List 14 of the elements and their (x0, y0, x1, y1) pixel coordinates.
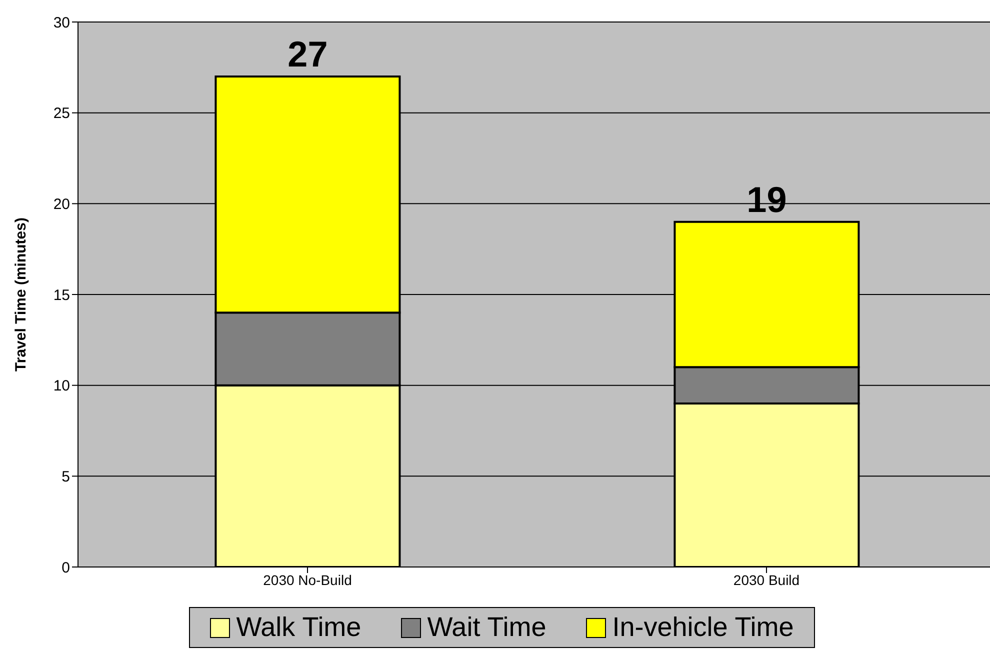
y-tick-label: 10 (53, 378, 70, 395)
legend-label: In-vehicle Time (612, 612, 794, 643)
legend-label: Wait Time (427, 612, 546, 643)
y-tick-label: 0 (62, 559, 70, 576)
x-tick-label: 2030 Build (733, 572, 800, 588)
y-tick-label: 5 (62, 468, 70, 486)
total-label: 27 (288, 34, 328, 74)
x-tick-label: 2030 No-Build (263, 572, 352, 588)
y-tick-label: 25 (53, 105, 70, 122)
legend-label: Walk Time (236, 612, 362, 643)
y-tick-label: 15 (53, 286, 70, 304)
y-tick-label: 20 (53, 196, 70, 213)
y-tick-label: 30 (53, 14, 70, 32)
y-axis-title: Travel Time (minutes) (12, 218, 30, 372)
